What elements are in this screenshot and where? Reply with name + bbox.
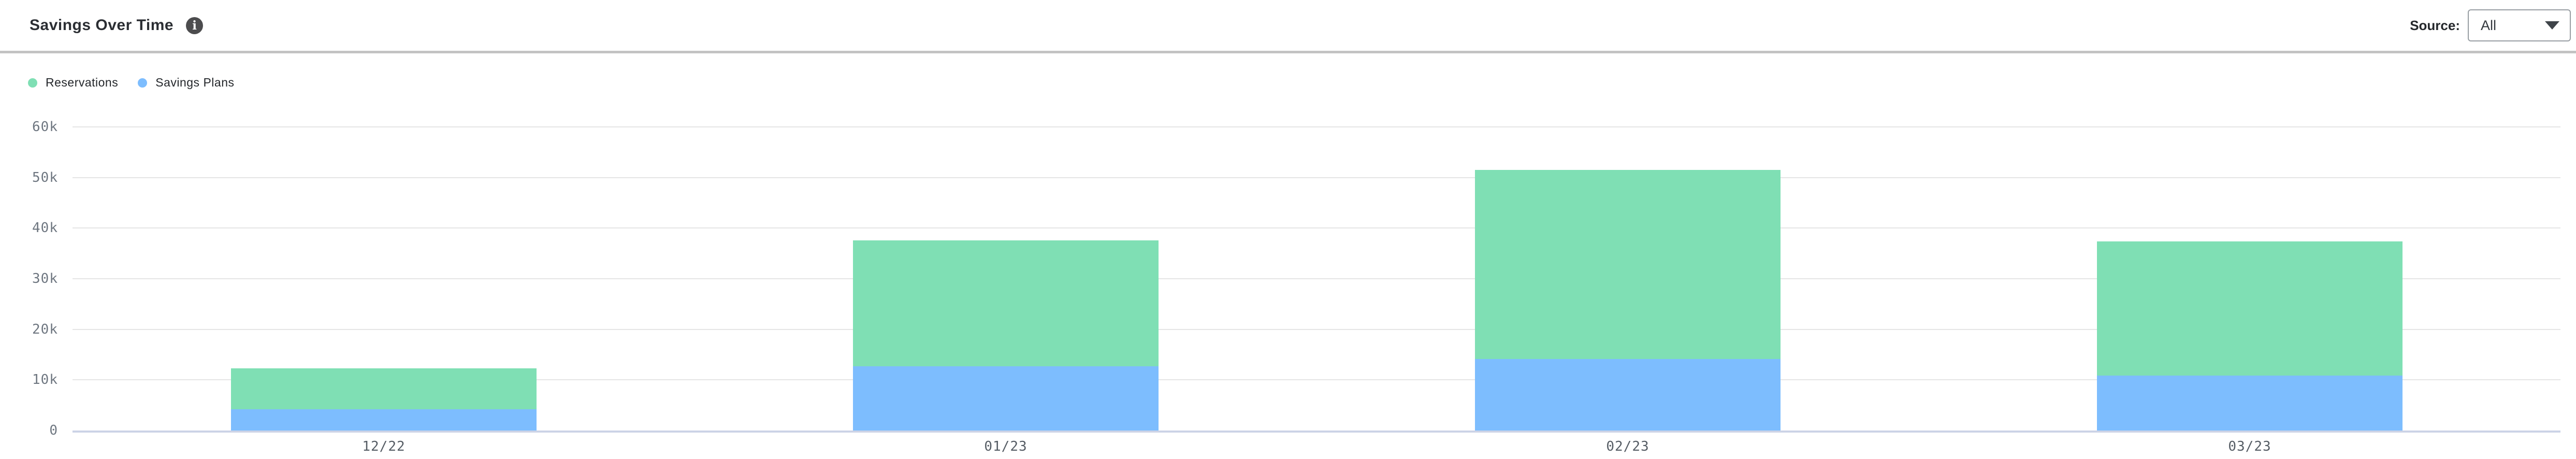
x-tick-label: 02/23 (1606, 439, 1649, 454)
y-tick-label: 0 (49, 423, 58, 438)
y-tick-label: 50k (32, 169, 58, 185)
y-tick-label: 40k (32, 220, 58, 236)
chevron-down-icon (2545, 21, 2559, 30)
gridline (73, 328, 2560, 330)
source-dropdown-value: All (2481, 17, 2497, 33)
legend-dot-icon (138, 78, 148, 88)
legend-label: Savings Plans (155, 76, 235, 89)
info-icon[interactable]: i (186, 17, 204, 34)
y-tick-label: 30k (32, 271, 58, 286)
y-tick-label: 60k (32, 119, 58, 135)
bar-segment-reservations[interactable] (231, 368, 537, 409)
y-tick-label: 20k (32, 321, 58, 337)
gridline (73, 227, 2560, 229)
gridline (73, 177, 2560, 178)
x-tick-label: 12/22 (362, 439, 406, 454)
bar-segment-reservations[interactable] (853, 240, 1159, 366)
bar-segment-savings-plans[interactable] (853, 366, 1159, 431)
chart-legend: Reservations Savings Plans (28, 76, 254, 90)
chart-header: Savings Over Time i Source: All (0, 0, 2576, 53)
legend-item-reservations[interactable]: Reservations (28, 76, 118, 90)
bar-segment-savings-plans[interactable] (1475, 359, 1781, 431)
bar-segment-savings-plans[interactable] (231, 409, 537, 431)
legend-dot-icon (28, 78, 37, 88)
gridline (73, 126, 2560, 127)
source-dropdown[interactable]: All (2468, 9, 2571, 41)
source-label: Source: (2410, 17, 2460, 33)
y-tick-label: 10k (32, 372, 58, 388)
page-title: Savings Over Time (30, 17, 174, 34)
bar-segment-reservations[interactable] (1475, 170, 1781, 359)
x-tick-label: 01/23 (984, 439, 1027, 454)
gridline (73, 278, 2560, 279)
legend-label: Reservations (46, 76, 119, 89)
bar-segment-reservations[interactable] (2097, 241, 2403, 376)
x-tick-label: 03/23 (2228, 439, 2271, 454)
bar-segment-savings-plans[interactable] (2097, 376, 2403, 431)
x-axis-line (73, 431, 2560, 433)
gridline (73, 379, 2560, 381)
source-control: Source: All (2410, 0, 2571, 51)
legend-item-savings-plans[interactable]: Savings Plans (138, 76, 234, 90)
